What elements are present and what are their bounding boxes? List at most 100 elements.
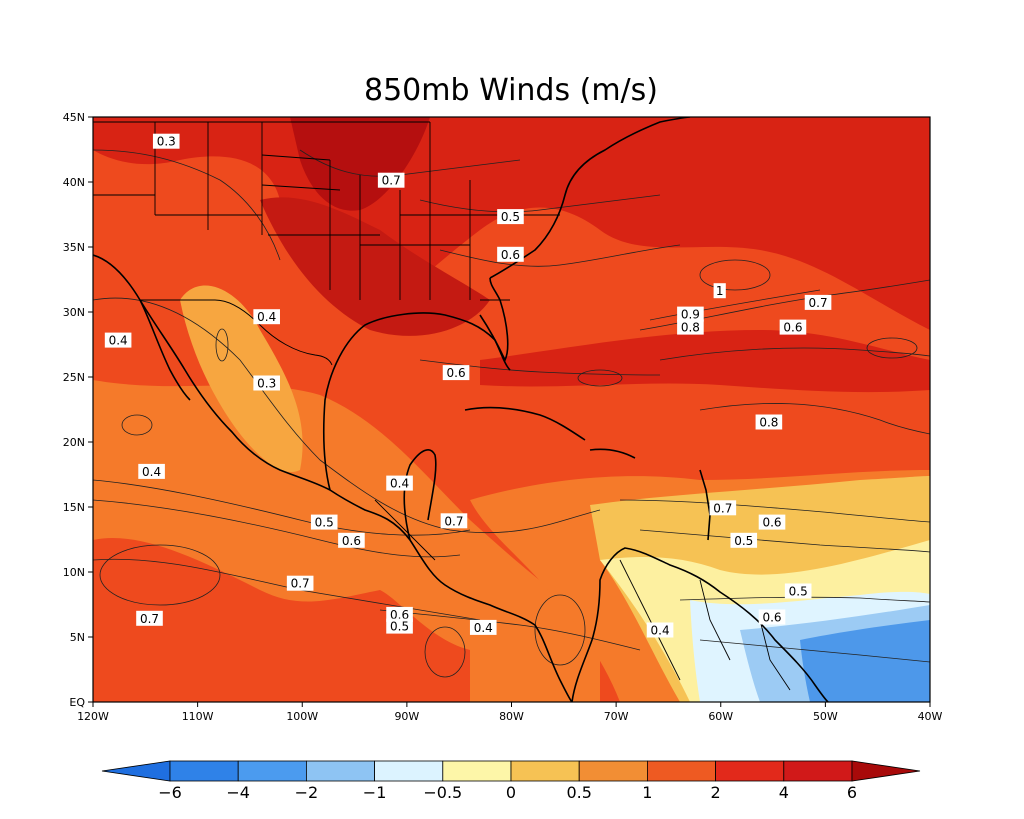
coastlines xyxy=(93,117,829,702)
contour-label-text: 0.7 xyxy=(291,577,310,591)
contour-label-box xyxy=(469,619,497,635)
contour-label-box xyxy=(253,375,280,391)
contour-label-text: 0.6 xyxy=(762,611,781,625)
state-line xyxy=(261,154,331,161)
contour-closed xyxy=(534,594,586,666)
contour-label-box xyxy=(758,609,786,625)
lon-tick-label: 80W xyxy=(499,710,524,723)
colorbar-tick-label: 6 xyxy=(847,783,857,802)
state-line xyxy=(261,184,341,191)
contour-label: 0.7 xyxy=(377,172,405,188)
contour-label-box xyxy=(646,622,674,638)
contour-label: 0.5 xyxy=(497,209,524,225)
contour-labels: 0.30.70.50.60.40.40.30.610.90.80.70.60.8… xyxy=(104,133,832,638)
field-band-orange-south xyxy=(93,538,470,702)
lon-tick-label: 110W xyxy=(182,710,214,723)
contour-label-text: 0.5 xyxy=(789,585,808,599)
contour-label-text: 0.6 xyxy=(501,248,520,262)
contour-label-text: 0.7 xyxy=(444,514,463,528)
contour-label-box xyxy=(442,365,470,381)
contour-label-text: 0.4 xyxy=(474,621,493,635)
contour-label-box xyxy=(152,133,180,149)
contour-label: 0.7 xyxy=(804,294,832,310)
contour-label-box xyxy=(804,294,832,310)
contour-label-text: 0.7 xyxy=(140,612,159,626)
lon-tick-label: 70W xyxy=(604,710,629,723)
contour-label-text: 1 xyxy=(716,284,724,298)
colorbar-max-triangle xyxy=(851,760,921,782)
contour-label-text: 0.6 xyxy=(447,366,466,380)
lat-tick-label: 45N xyxy=(63,111,85,124)
contour-label-text: 0.7 xyxy=(382,174,401,188)
colorbar-tick-label: 1 xyxy=(642,783,652,802)
contour-label: 0.6 xyxy=(758,609,786,625)
colorbar-box xyxy=(305,760,375,782)
contour-label-box xyxy=(779,319,807,335)
contour-line xyxy=(93,499,461,558)
contour-label: 0.5 xyxy=(784,583,812,599)
contour-label: 0.6 xyxy=(386,606,413,622)
contour-label-box xyxy=(677,319,704,335)
contour-label-box xyxy=(386,606,413,622)
contour-label-text: 0.4 xyxy=(257,310,276,324)
contour-label: 0.9 xyxy=(677,306,704,322)
contour-label: 0.8 xyxy=(677,319,704,335)
contour-label-text: 0.5 xyxy=(734,534,753,548)
contour-label-text: 0.4 xyxy=(142,465,161,479)
colorbar-box xyxy=(647,760,717,782)
field-band-blue xyxy=(800,620,930,702)
contour-label: 0.6 xyxy=(758,514,786,530)
contour-line xyxy=(699,403,930,435)
contour-label-text: 0.6 xyxy=(783,321,802,335)
colorbar-tick-label: −0.5 xyxy=(423,783,462,802)
field-band-red-atlantic xyxy=(480,330,930,393)
contour-label-box xyxy=(338,532,365,548)
field-band-light-orange-mexico xyxy=(180,285,303,472)
lat-tick-label: EQ xyxy=(69,696,85,709)
coastline-cuba xyxy=(464,406,586,441)
coastline-north-america-west xyxy=(93,254,573,702)
lat-tick-label: 15N xyxy=(63,501,85,514)
contour-label-text: 0.8 xyxy=(759,416,778,430)
contour-closed xyxy=(866,337,918,359)
contour-label-box xyxy=(310,514,338,530)
contour-label-box xyxy=(286,575,314,591)
contour-label-text: 0.6 xyxy=(342,534,361,548)
border-central-america xyxy=(374,499,436,561)
contour-label-text: 0.6 xyxy=(390,608,409,622)
contour-closed xyxy=(121,414,153,436)
contour-label: 0.4 xyxy=(104,332,132,348)
lat-tick-label: 25N xyxy=(63,371,85,384)
contour-label-text: 0.7 xyxy=(809,296,828,310)
contour-label-text: 0.5 xyxy=(501,210,520,224)
contour-label-text: 0.6 xyxy=(762,516,781,530)
coastline-florida xyxy=(479,277,509,362)
contour-closed xyxy=(699,259,771,291)
chart-title: 850mb Winds (m/s) xyxy=(364,73,658,108)
contour-label: 0.4 xyxy=(253,309,280,325)
contour-line xyxy=(93,149,281,261)
border-south-america xyxy=(619,559,681,681)
contour-closed xyxy=(424,626,466,678)
contour-label-box xyxy=(104,332,132,348)
colorbar-box xyxy=(783,760,853,782)
contour-label: 0.3 xyxy=(253,375,280,391)
contour-label-box xyxy=(386,475,413,491)
contour-line xyxy=(419,194,661,213)
contour-label-box xyxy=(784,583,812,599)
contour-line xyxy=(639,529,930,553)
colorbar-box xyxy=(374,760,444,782)
coastline-east xyxy=(489,117,691,279)
contour-line xyxy=(439,244,681,267)
lon-tick-label: 100W xyxy=(286,710,318,723)
contour-line xyxy=(379,609,641,651)
lon-tick-label: 50W xyxy=(813,710,838,723)
field-band-red-north xyxy=(93,117,930,330)
contour-label-text: 0.3 xyxy=(257,377,276,391)
border-south-america xyxy=(699,579,731,661)
contour-label-text: 0.4 xyxy=(390,477,409,491)
contour-label-text: 0.4 xyxy=(651,624,670,638)
coastline-baja xyxy=(139,299,191,401)
contour-line xyxy=(659,347,930,361)
contour-label-text: 0.5 xyxy=(390,620,409,634)
